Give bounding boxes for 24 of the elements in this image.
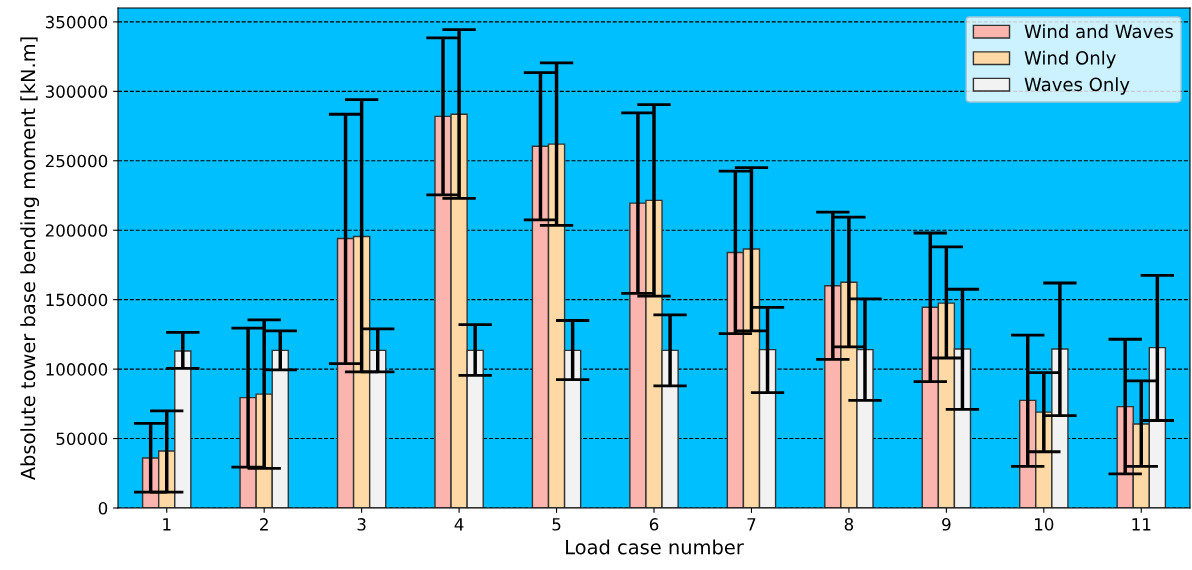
- x-tick-label: 10: [1035, 518, 1054, 531]
- x-tick-label: 7: [747, 518, 756, 531]
- x-tick-label: 2: [260, 518, 268, 531]
- y-tick-label: 250000: [45, 154, 108, 168]
- x-axis-title: Load case number: [566, 539, 744, 555]
- y-tick-label: 150000: [46, 293, 108, 307]
- x-tick-label: 9: [942, 518, 951, 531]
- x-tick-label: 11: [1132, 518, 1151, 531]
- y-axis-title: Absolute tower base bending moment [kN.m]: [20, 37, 40, 481]
- y-tick-label: 100000: [46, 363, 108, 376]
- x-tick-label: 1: [163, 518, 171, 531]
- legend-label: Wind and Waves: [1024, 24, 1173, 39]
- y-tick-label: 0: [98, 501, 108, 515]
- y-tick-label: 200000: [45, 224, 108, 237]
- legend-label: Waves Only: [1024, 77, 1130, 95]
- y-tick-label: 50000: [56, 432, 108, 446]
- x-tick-label: 6: [649, 518, 659, 531]
- legend-label: Wind Only: [1024, 50, 1116, 69]
- x-tick-label: 8: [844, 518, 854, 531]
- x-tick-label: 3: [357, 518, 366, 531]
- y-tick-label: 350000: [45, 15, 108, 29]
- x-tick-label: 5: [552, 518, 561, 531]
- x-tick-label: 4: [454, 518, 464, 531]
- y-tick-label: 300000: [45, 85, 108, 98]
